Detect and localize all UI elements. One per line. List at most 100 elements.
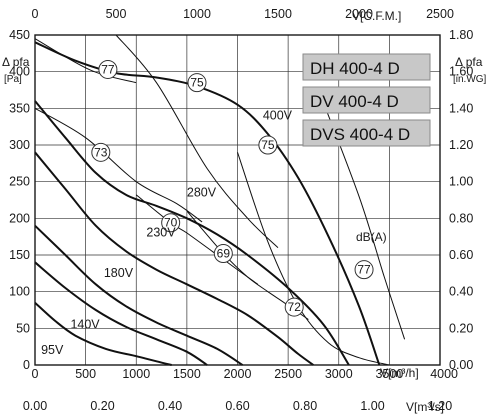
db-line-72 xyxy=(237,152,390,366)
db-line-75 xyxy=(115,34,279,249)
db-marker: 75 xyxy=(258,135,278,155)
db-marker-circle xyxy=(354,260,374,280)
bottom2-tick-label: 1.20 xyxy=(428,399,452,413)
right-tick-label: 1.80 xyxy=(449,28,473,42)
left-tick-label: 200 xyxy=(9,211,30,225)
right-axis-label: Δ pfa xyxy=(455,55,483,69)
voltage-labels: 400V 280V 230V 180V 140V 95V xyxy=(41,108,293,357)
top-tick-label: 2500 xyxy=(426,7,454,21)
bottom-tick-label: 3500 xyxy=(375,367,403,381)
noise-level-lines xyxy=(34,34,406,366)
model-name: DVS 400-4 D xyxy=(310,125,410,144)
left-tick-label: 250 xyxy=(9,175,30,189)
fan-curves xyxy=(34,41,381,366)
top-tick-label: 1000 xyxy=(183,7,211,21)
db-marker-circle xyxy=(91,142,111,162)
db-marker-label: 72 xyxy=(288,300,302,314)
voltage-label: 280V xyxy=(187,185,217,199)
db-line-77 xyxy=(34,38,137,84)
left-tick-label: 0 xyxy=(23,358,30,372)
voltage-label: 400V xyxy=(263,108,293,122)
db-marker-label: 77 xyxy=(357,263,371,277)
bottom2-tick-label: 1.00 xyxy=(360,399,384,413)
db-marker-label: 70 xyxy=(164,216,178,230)
model-name: DH 400-4 D xyxy=(310,59,400,78)
bottom-tick-label: 2000 xyxy=(224,367,252,381)
db-markers: 77 75 75 73 70 69 72 77 xyxy=(91,59,374,317)
voltage-label: 180V xyxy=(104,266,134,280)
db-marker-label: 69 xyxy=(217,247,231,261)
db-marker-circle xyxy=(258,135,278,155)
right-tick-label: 0.00 xyxy=(449,358,473,372)
right-tick-label: 0.60 xyxy=(449,248,473,262)
right-tick-label: 1.40 xyxy=(449,101,473,115)
db-marker: 77 xyxy=(354,260,374,280)
bottom-tick-label: 4000 xyxy=(430,367,458,381)
left-tick-label: 450 xyxy=(9,28,30,42)
bottom-axis-label: V[m³/h] xyxy=(380,366,419,380)
db-line-73 xyxy=(34,107,203,223)
fan-curve-230V xyxy=(34,151,314,366)
left-tick-label: 100 xyxy=(9,285,30,299)
db-marker: 72 xyxy=(284,297,304,317)
voltage-label: 230V xyxy=(146,226,176,240)
fan-curve-95V xyxy=(34,301,172,366)
right-tick-label: 1.20 xyxy=(449,138,473,152)
left-axis-unit: [Pa] xyxy=(4,74,22,85)
bottom-tick-label: 3000 xyxy=(325,367,353,381)
right-tick-label: 1.60 xyxy=(449,65,473,79)
bottom2-axis-label: V[m³/s] xyxy=(406,400,444,414)
top-tick-label: 1500 xyxy=(264,7,292,21)
top-axis-label: V[C.F.M.] xyxy=(352,9,401,23)
model-box-3: DVS 400-4 D xyxy=(302,119,431,147)
db-marker-circle xyxy=(98,59,118,79)
db-marker-circle xyxy=(161,213,181,233)
top-tick-label: 500 xyxy=(106,7,127,21)
db-marker-circle xyxy=(187,73,207,93)
bottom2-tick-label: 0.80 xyxy=(293,399,317,413)
bottom-tick-label: 1000 xyxy=(122,367,150,381)
fan-curve-140V xyxy=(34,261,208,366)
right-tick-label: 0.80 xyxy=(449,211,473,225)
voltage-label: 140V xyxy=(70,317,100,331)
bottom-tick-label: 1500 xyxy=(173,367,201,381)
left-tick-label: 50 xyxy=(16,321,30,335)
bottom2-tick-label: 0.00 xyxy=(23,399,47,413)
bottom-tick-label: 0 xyxy=(32,367,39,381)
db-marker: 77 xyxy=(98,59,118,79)
voltage-label: 95V xyxy=(41,343,64,357)
db-marker-label: 73 xyxy=(94,145,108,159)
db-marker: 75 xyxy=(187,73,207,93)
db-marker-label: 77 xyxy=(101,62,115,76)
right-tick-label: 0.20 xyxy=(449,321,473,335)
right-tick-label: 1.00 xyxy=(449,175,473,189)
fan-curve-180V xyxy=(34,224,244,366)
left-axis-label: Δ pfa xyxy=(2,55,30,69)
right-axis-unit: [in.WG] xyxy=(453,74,487,85)
left-tick-label: 150 xyxy=(9,248,30,262)
left-tick-label: 350 xyxy=(9,101,30,115)
db-marker-circle xyxy=(284,297,304,317)
model-box-1: DH 400-4 D xyxy=(302,53,431,81)
top-tick-label: 0 xyxy=(32,7,39,21)
db-marker-label: 75 xyxy=(261,138,275,152)
axis-ticks: 0 50 100 150 200 250 300 350 400 450 0.00 0.20 0.40 0… xyxy=(9,7,473,413)
grid xyxy=(35,35,440,365)
db-marker: 73 xyxy=(91,142,111,162)
db-unit-label: dB(A) xyxy=(356,230,387,244)
fan-curve-280V xyxy=(34,100,350,366)
model-box-2: DV 400-4 D xyxy=(302,86,431,114)
right-tick-label: 0.40 xyxy=(449,285,473,299)
bottom2-tick-label: 0.60 xyxy=(225,399,249,413)
left-tick-label: 300 xyxy=(9,138,30,152)
db-marker-circle xyxy=(213,244,233,264)
bottom-tick-label: 500 xyxy=(75,367,96,381)
model-name: DV 400-4 D xyxy=(310,92,399,111)
bottom2-tick-label: 0.40 xyxy=(158,399,182,413)
db-marker-label: 75 xyxy=(190,76,204,90)
top-tick-label: 2000 xyxy=(345,7,373,21)
bottom2-tick-label: 0.20 xyxy=(90,399,114,413)
bottom-tick-label: 2500 xyxy=(274,367,302,381)
db-marker: 69 xyxy=(213,244,233,264)
